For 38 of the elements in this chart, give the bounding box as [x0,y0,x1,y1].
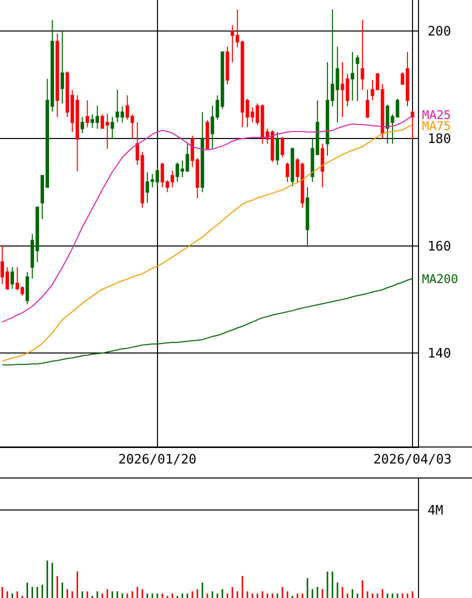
candlestick [386,104,390,144]
candlestick [56,33,60,118]
candlestick [10,266,14,290]
candlestick [370,79,374,101]
candlestick [60,30,64,104]
y-tick-label: 140 [428,346,452,362]
line-series [2,278,413,366]
candlestick [276,132,280,166]
candlestick [406,52,410,107]
candlestick [206,120,210,150]
candlestick [350,52,354,101]
y-tick-label: 200 [428,24,452,40]
y-tick-label: 160 [428,239,452,254]
candlestick [280,136,284,158]
candlestick [26,272,30,305]
x-tick-label: 2026/01/20 [118,452,197,468]
candlestick [200,112,204,193]
candlestick [410,110,414,140]
candlestick [320,143,324,188]
line-series [2,114,413,322]
candlestick [286,162,290,182]
candlestick [86,100,90,128]
candlestick [356,54,360,102]
y-tick-label: 4M [428,503,444,518]
candlestick [360,19,364,90]
candlestick [80,116,84,134]
series-label: MA200 [422,272,458,286]
candlestick [110,116,114,140]
x-tick-label: 2026/04/03 [373,452,452,468]
candlestick [306,186,310,246]
y-tick-label: 180 [428,132,452,147]
series-label: MA25 [422,108,451,122]
candlestick [290,147,294,187]
series-label: MA75 [422,119,451,133]
line-series [2,124,413,362]
candlestick [226,46,230,85]
candlestick [366,89,370,119]
candlestick [390,114,394,144]
